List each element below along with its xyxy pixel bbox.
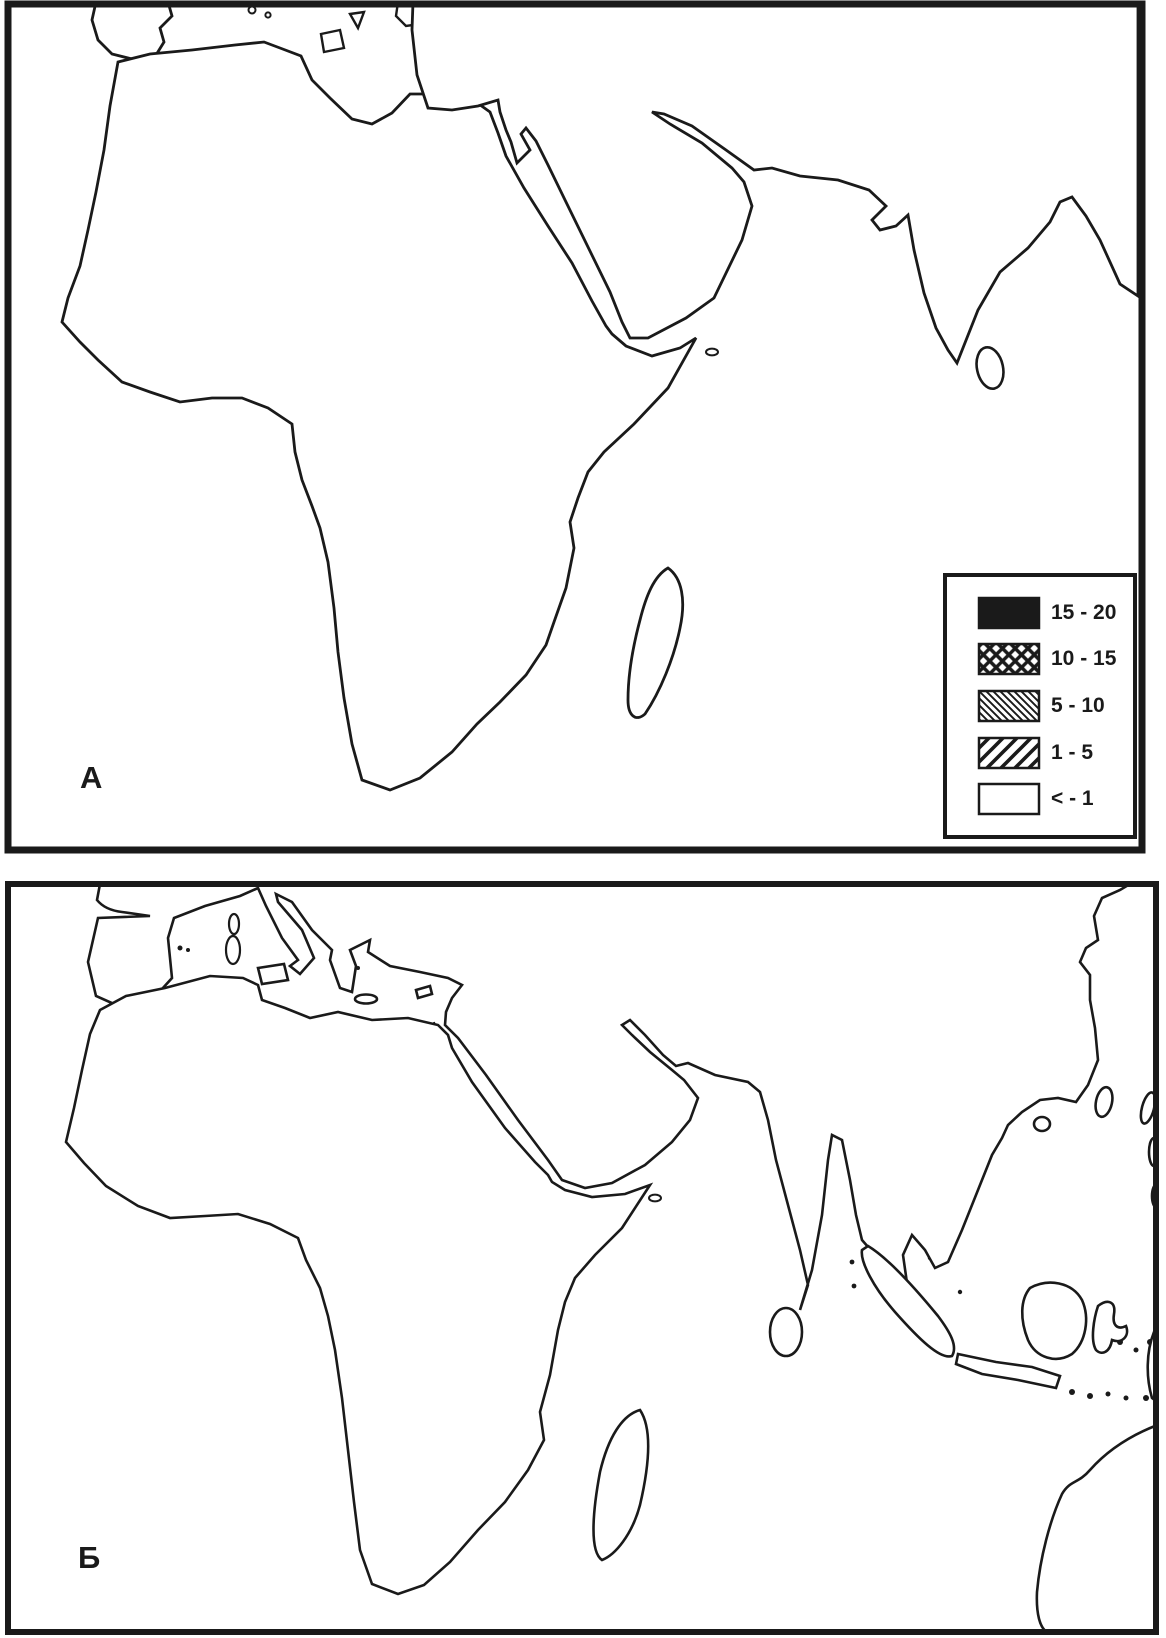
legend-range-label: 10 - 15	[1051, 647, 1117, 671]
panel-b-map	[8, 884, 1156, 1632]
legend-swatch-crosshatch	[977, 643, 1041, 676]
italy-toe-a	[348, 10, 366, 31]
panel-b-label: Б	[78, 1540, 102, 1575]
panel-a-label: А	[80, 760, 104, 795]
socotra-b	[648, 1193, 662, 1203]
island-dot-a	[247, 5, 257, 15]
panel-a-frame	[4, 0, 1146, 854]
socotra-a	[705, 347, 719, 357]
legend-swatch-solid-black	[977, 596, 1041, 629]
sardinia-b	[224, 934, 242, 966]
legend-range-label: 15 - 20	[1051, 600, 1117, 624]
legend-item: < - 1	[947, 782, 1133, 816]
panel-b-frame	[5, 881, 1159, 1635]
legend-item: 5 - 10	[947, 689, 1133, 723]
legend-swatch-wide-diagonal	[977, 736, 1041, 769]
legend-range-label: < - 1	[1051, 787, 1094, 811]
panel-a-map	[8, 4, 1142, 850]
island-dot-a	[264, 11, 272, 19]
corsica-b	[227, 912, 241, 936]
srilanka-a	[975, 345, 1005, 391]
legend-box: 15 - 20 10 - 15 5 - 10 1 - 5 < - 1	[943, 573, 1137, 839]
legend-swatch-fine-diagonal	[977, 689, 1041, 723]
legend-item: 10 - 15	[947, 642, 1133, 676]
legend-item: 15 - 20	[947, 596, 1133, 630]
legend-range-label: 1 - 5	[1051, 740, 1094, 764]
legend-swatch-white	[977, 783, 1041, 816]
legend-item: 1 - 5	[947, 736, 1133, 770]
legend-range-label: 5 - 10	[1051, 693, 1105, 717]
sicily-a	[319, 28, 346, 54]
